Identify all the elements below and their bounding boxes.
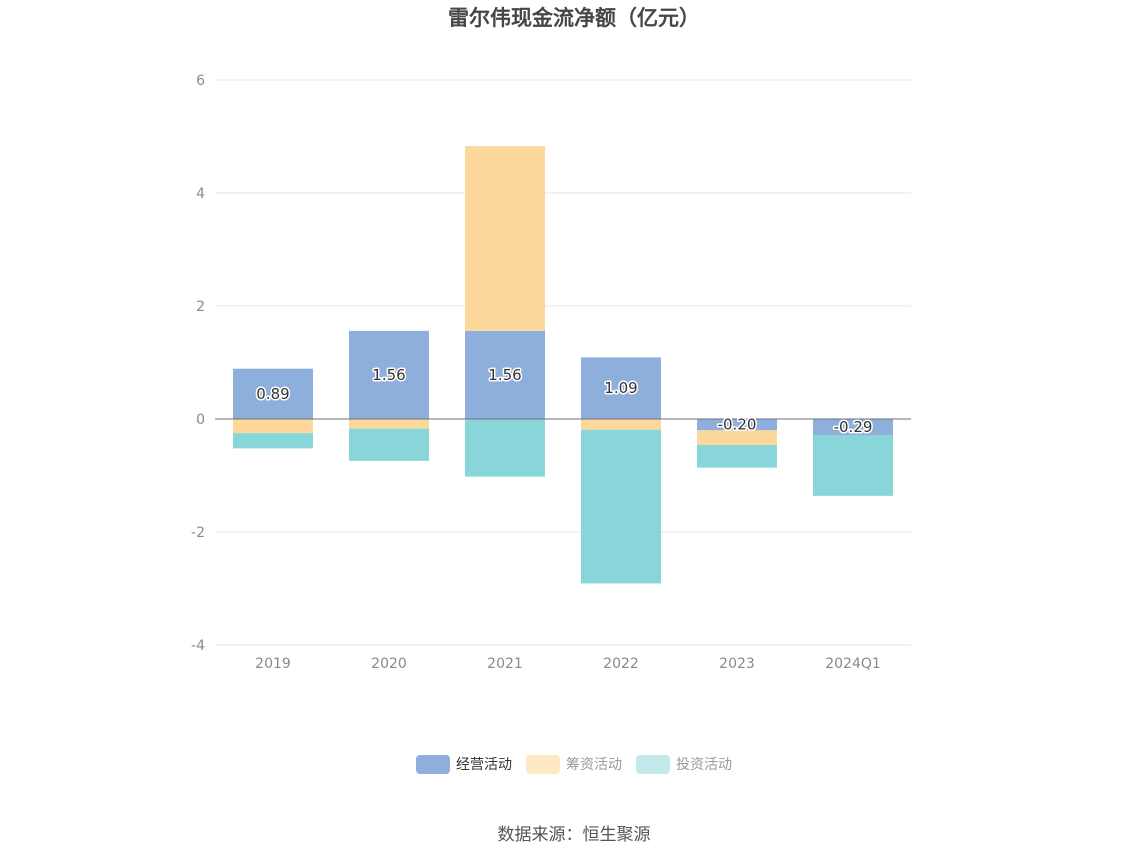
- y-tick-label: 6: [196, 73, 205, 89]
- legend-item[interactable]: 投资活动: [636, 754, 732, 774]
- legend-label: 经营活动: [456, 757, 512, 773]
- data-source: 数据来源：恒生聚源: [497, 825, 651, 845]
- x-tick-label: 2023: [719, 656, 755, 672]
- legend-item[interactable]: 经营活动: [416, 754, 512, 774]
- grid-lines: [215, 79, 911, 646]
- bar-segment: [465, 419, 545, 477]
- bar-segment: [697, 430, 777, 445]
- data-label: -0.29: [834, 418, 873, 436]
- data-label: 1.09: [604, 379, 637, 397]
- data-label: 1.56: [488, 366, 521, 384]
- bar-segment: [581, 429, 661, 584]
- bar-segment: [349, 330, 429, 419]
- x-tick-label: 2022: [603, 656, 639, 672]
- bar-segment: [349, 419, 429, 429]
- x-tick-label: 2024Q1: [825, 656, 881, 672]
- x-tick-label: 2021: [487, 656, 523, 672]
- bar-segment: [813, 435, 893, 496]
- bar-segment: [465, 146, 545, 331]
- bar-segment: [697, 419, 777, 431]
- y-tick-label: 2: [196, 299, 205, 315]
- bar-segment: [233, 368, 313, 419]
- bars: [233, 146, 893, 584]
- x-tick-label: 2020: [371, 656, 407, 672]
- bar-segment: [581, 419, 661, 430]
- data-labels: 0.89 1.56 1.56 1.09 -0.20 -0.29: [255, 364, 874, 437]
- legend-swatch: [526, 754, 560, 774]
- bar-segment: [349, 428, 429, 461]
- legend: 经营活动 筹资活动 投资活动: [0, 754, 1148, 774]
- chart-plot: 0.89 1.56 1.56 1.09 -0.20 -0.29 6 4 2 0 -2 -4 2019…: [191, 73, 911, 672]
- y-tick-label: -2: [191, 525, 205, 541]
- data-label: -0.20: [718, 416, 757, 434]
- bar-segment: [233, 433, 313, 449]
- bar-segment: [233, 419, 313, 434]
- y-tick-label: -4: [191, 638, 205, 654]
- bar-segment: [697, 444, 777, 468]
- bar-segment: [465, 330, 545, 419]
- bar-segment: [581, 357, 661, 419]
- y-tick-label: 0: [196, 412, 205, 428]
- chart-title: 雷尔伟现金流净额（亿元）: [448, 6, 700, 30]
- legend-label: 筹资活动: [566, 757, 622, 773]
- data-label: 0.89: [256, 385, 289, 403]
- data-label: 1.56: [372, 366, 405, 384]
- y-axis-ticks: 6 4 2 0 -2 -4: [191, 73, 205, 654]
- legend-swatch: [636, 754, 670, 774]
- legend-swatch: [416, 754, 450, 774]
- y-tick-label: 4: [196, 186, 205, 202]
- legend-item[interactable]: 筹资活动: [526, 754, 622, 774]
- x-tick-label: 2019: [255, 656, 291, 672]
- bar-segment: [813, 419, 893, 436]
- x-axis-ticks: 2019 2020 2021 2022 2023 2024Q1: [255, 656, 881, 672]
- legend-label: 投资活动: [676, 757, 732, 773]
